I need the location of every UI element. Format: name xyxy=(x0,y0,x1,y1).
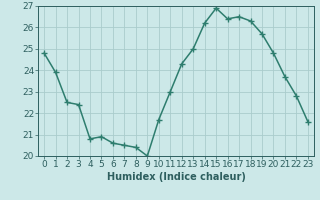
X-axis label: Humidex (Indice chaleur): Humidex (Indice chaleur) xyxy=(107,172,245,182)
